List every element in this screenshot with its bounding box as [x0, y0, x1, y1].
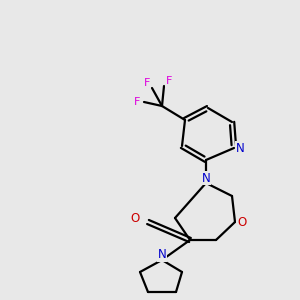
Text: N: N — [236, 142, 244, 154]
Text: N: N — [202, 172, 210, 184]
Text: N: N — [158, 248, 166, 262]
Text: F: F — [144, 78, 150, 88]
Text: O: O — [237, 215, 247, 229]
Text: O: O — [130, 212, 140, 224]
Text: F: F — [166, 76, 172, 86]
Text: F: F — [134, 97, 140, 107]
